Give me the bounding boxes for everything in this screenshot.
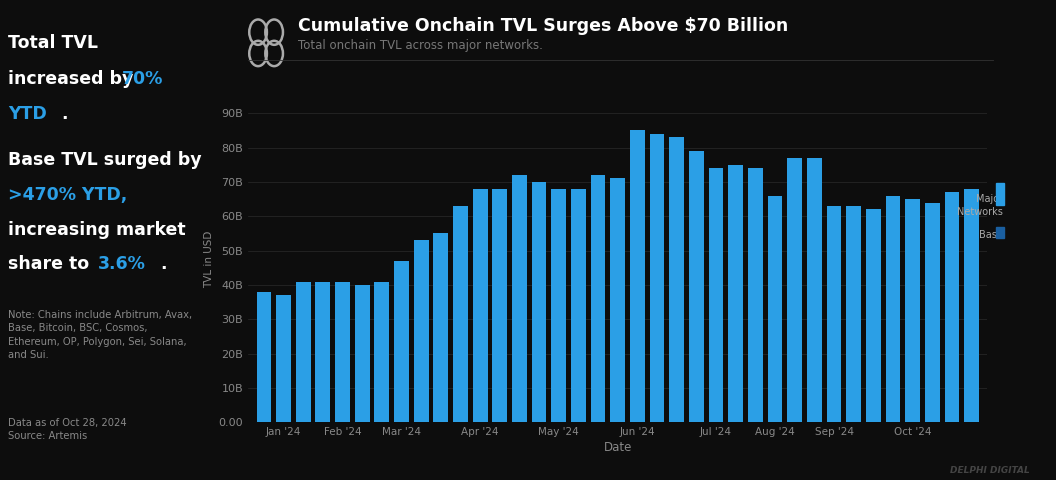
Text: increasing market: increasing market	[8, 221, 186, 239]
Text: YTD: YTD	[8, 105, 48, 122]
Bar	[355, 285, 370, 422]
Text: 3.6%: 3.6%	[98, 255, 146, 273]
Text: .: .	[161, 255, 167, 273]
Text: .: .	[61, 105, 68, 122]
Bar	[610, 179, 625, 422]
Bar	[532, 182, 547, 422]
X-axis label: Date: Date	[604, 442, 631, 455]
Bar	[512, 175, 527, 422]
Bar	[433, 233, 448, 422]
Text: increased by: increased by	[8, 70, 139, 88]
Bar	[649, 134, 664, 422]
Bar	[846, 206, 861, 422]
Bar	[492, 189, 507, 422]
Bar	[551, 189, 566, 422]
Bar	[866, 209, 881, 422]
Bar	[827, 206, 842, 422]
Text: 70%: 70%	[121, 70, 163, 88]
Y-axis label: TVL in USD: TVL in USD	[205, 230, 214, 288]
Text: DELPHI DIGITAL: DELPHI DIGITAL	[949, 466, 1030, 475]
Bar	[964, 189, 979, 422]
Bar	[748, 168, 762, 422]
Bar	[414, 240, 429, 422]
Text: >470% YTD,: >470% YTD,	[8, 186, 128, 204]
Bar	[670, 137, 684, 422]
Bar	[590, 175, 605, 422]
Bar	[788, 158, 803, 422]
Bar	[689, 151, 703, 422]
Text: Note: Chains include Arbitrum, Avax,
Base, Bitcoin, BSC, Cosmos,
Ethereum, OP, P: Note: Chains include Arbitrum, Avax, Bas…	[8, 310, 192, 360]
Bar	[945, 192, 959, 422]
Text: Cumulative Onchain TVL Surges Above $70 Billion: Cumulative Onchain TVL Surges Above $70 …	[298, 17, 788, 35]
Text: share to: share to	[8, 255, 96, 273]
Text: Data as of Oct 28, 2024
Source: Artemis: Data as of Oct 28, 2024 Source: Artemis	[8, 418, 127, 441]
Text: Base TVL surged by: Base TVL surged by	[8, 151, 202, 169]
Bar	[768, 196, 782, 422]
Text: Total TVL: Total TVL	[8, 34, 98, 51]
Bar	[905, 199, 920, 422]
Bar	[925, 203, 940, 422]
Bar	[375, 282, 390, 422]
Bar	[316, 282, 331, 422]
Bar	[453, 206, 468, 422]
Text: Major
Networks: Major Networks	[958, 194, 1003, 217]
Bar	[729, 165, 743, 422]
Bar	[394, 261, 409, 422]
Bar	[571, 189, 586, 422]
Bar	[335, 282, 350, 422]
Bar	[807, 158, 822, 422]
Text: Base: Base	[979, 230, 1003, 240]
Bar	[257, 292, 271, 422]
Bar	[709, 168, 723, 422]
Bar	[473, 189, 488, 422]
Bar	[296, 282, 310, 422]
Bar	[630, 131, 645, 422]
Text: Total onchain TVL across major networks.: Total onchain TVL across major networks.	[298, 39, 543, 52]
Bar	[886, 196, 901, 422]
Bar	[277, 295, 290, 422]
